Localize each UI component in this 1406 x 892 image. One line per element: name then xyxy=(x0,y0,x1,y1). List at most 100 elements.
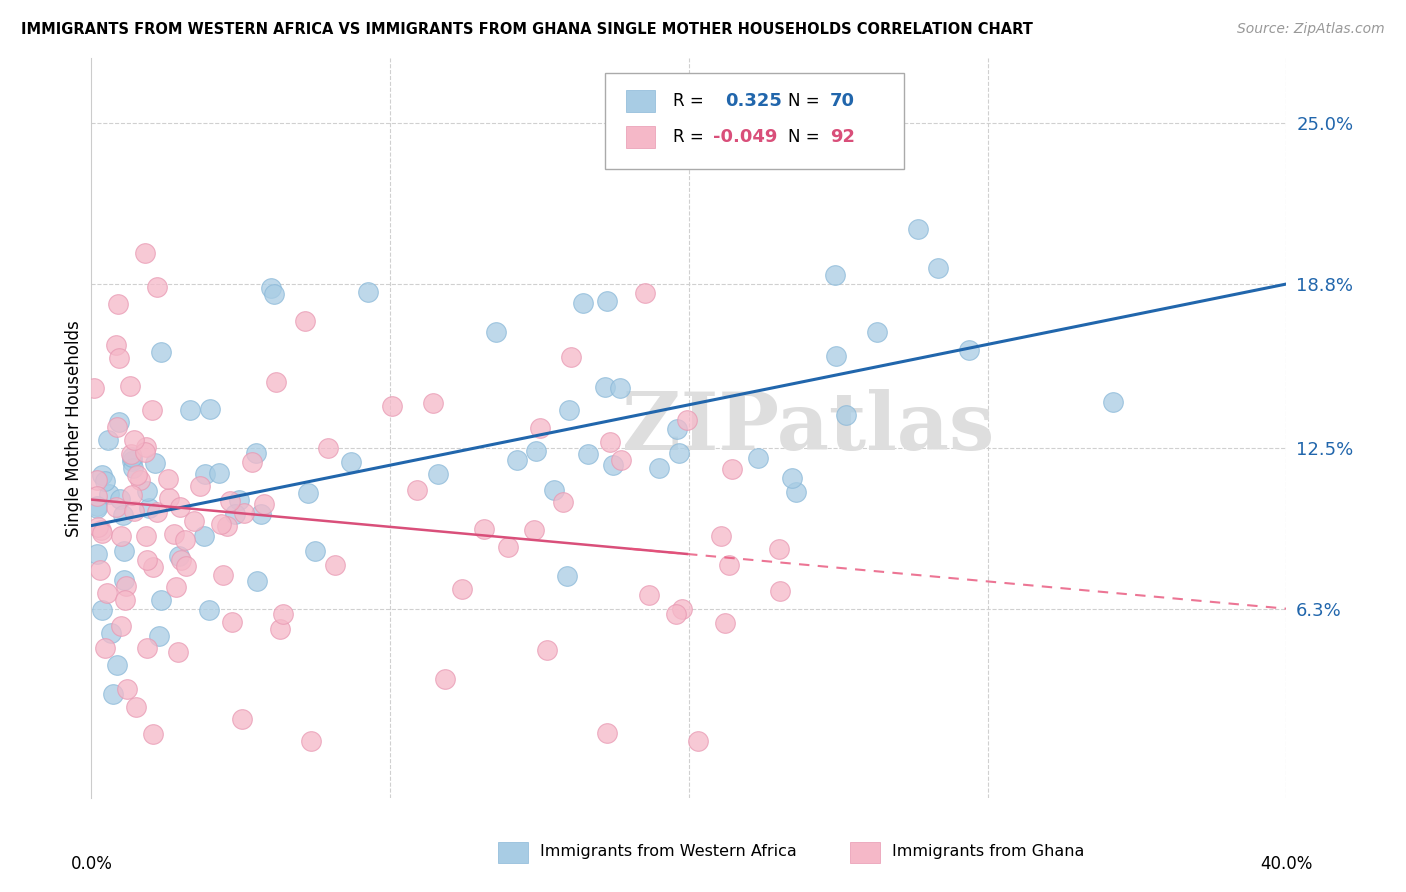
Point xyxy=(221,615,243,630)
Bar xyxy=(626,90,655,112)
Point xyxy=(183,514,205,528)
Point xyxy=(122,461,145,475)
Point xyxy=(231,712,253,726)
Point xyxy=(647,461,669,475)
Point xyxy=(595,726,617,740)
Point xyxy=(108,415,131,429)
Point xyxy=(194,467,217,482)
Point xyxy=(907,221,929,235)
Point xyxy=(89,563,111,577)
Bar xyxy=(498,842,527,863)
Point xyxy=(105,420,128,434)
Bar xyxy=(626,126,655,148)
Point xyxy=(264,375,287,389)
Point xyxy=(83,381,105,395)
Point xyxy=(212,567,235,582)
Point xyxy=(602,458,624,472)
Point xyxy=(98,486,121,500)
Point xyxy=(957,343,980,358)
Point xyxy=(135,553,157,567)
Point xyxy=(357,285,380,299)
Point xyxy=(87,519,110,533)
Point xyxy=(121,450,143,464)
Point xyxy=(610,453,633,467)
Point xyxy=(224,507,246,521)
Point xyxy=(94,474,117,488)
Point xyxy=(747,450,769,465)
Point xyxy=(134,245,156,260)
Point xyxy=(112,508,135,523)
Point xyxy=(97,433,120,447)
Point xyxy=(110,492,132,507)
Point xyxy=(523,523,546,537)
Point xyxy=(86,499,108,513)
Point xyxy=(769,584,792,599)
Point xyxy=(143,456,166,470)
Point xyxy=(135,440,157,454)
Text: R =: R = xyxy=(673,92,710,110)
Point xyxy=(91,467,114,482)
Point xyxy=(107,297,129,311)
Point xyxy=(138,500,160,515)
Point xyxy=(170,553,193,567)
Point xyxy=(117,681,139,696)
Point xyxy=(571,296,593,310)
Point xyxy=(380,399,402,413)
Point xyxy=(505,453,527,467)
Point xyxy=(163,527,186,541)
Point xyxy=(325,558,347,573)
Point xyxy=(149,592,172,607)
Point xyxy=(157,472,180,486)
Point xyxy=(768,542,790,557)
Point xyxy=(112,544,135,558)
Point xyxy=(260,281,283,295)
Bar xyxy=(851,842,880,863)
Point xyxy=(110,618,132,632)
Point xyxy=(141,403,163,417)
Text: R =: R = xyxy=(673,128,710,146)
Point xyxy=(120,447,142,461)
Point xyxy=(824,349,846,363)
Point xyxy=(665,607,688,621)
Point xyxy=(927,260,949,275)
Point xyxy=(86,547,108,561)
Point xyxy=(232,506,254,520)
Point xyxy=(148,629,170,643)
Text: N =: N = xyxy=(789,92,820,110)
Point xyxy=(167,549,190,563)
Point xyxy=(249,507,271,521)
Point xyxy=(188,479,211,493)
Text: 0.325: 0.325 xyxy=(725,92,782,110)
Point xyxy=(136,640,159,655)
Point xyxy=(124,700,146,714)
Point xyxy=(90,603,112,617)
Point xyxy=(599,435,621,450)
Point xyxy=(108,351,131,365)
Point xyxy=(263,287,285,301)
Point xyxy=(208,466,231,480)
Point xyxy=(434,672,457,686)
Text: -0.049: -0.049 xyxy=(713,128,778,146)
Point xyxy=(136,484,159,499)
Point xyxy=(406,483,429,498)
Point xyxy=(1101,395,1123,409)
FancyBboxPatch shape xyxy=(605,73,904,169)
Text: Immigrants from Ghana: Immigrants from Ghana xyxy=(893,844,1084,859)
Point xyxy=(340,455,363,469)
Point xyxy=(634,285,657,300)
Point xyxy=(125,468,148,483)
Point xyxy=(676,413,699,427)
Point xyxy=(246,574,269,588)
Point xyxy=(105,657,128,672)
Point xyxy=(529,421,551,435)
Point xyxy=(498,541,520,555)
Point xyxy=(100,626,122,640)
Point xyxy=(146,505,169,519)
Point xyxy=(200,401,222,416)
Point xyxy=(173,533,195,548)
Point xyxy=(427,467,450,481)
Point xyxy=(297,486,319,500)
Point xyxy=(114,579,136,593)
Point xyxy=(665,422,688,436)
Point xyxy=(121,488,143,502)
